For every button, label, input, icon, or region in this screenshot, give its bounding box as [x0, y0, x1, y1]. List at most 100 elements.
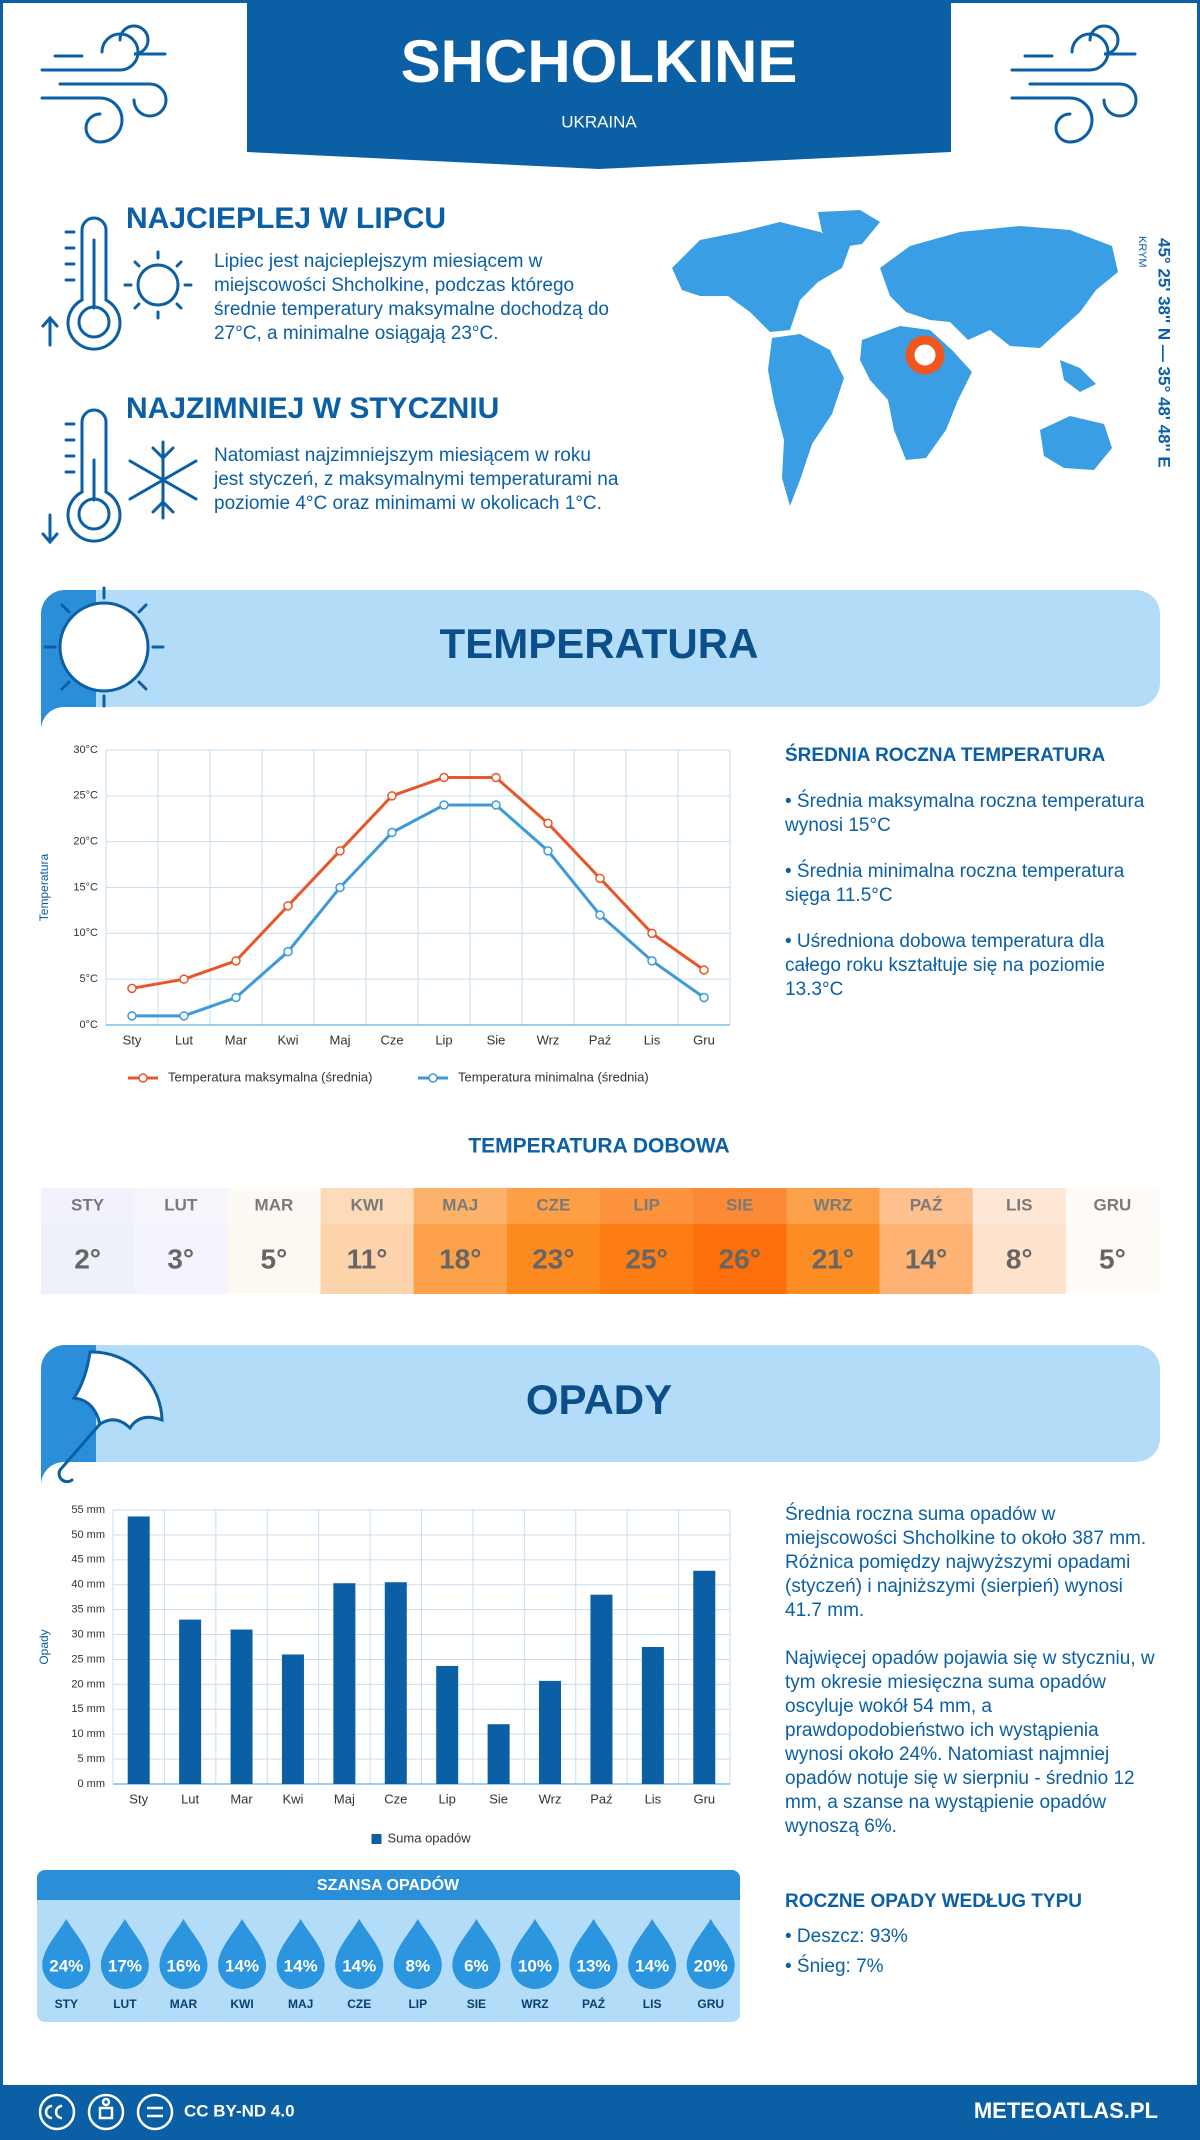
bar [333, 1583, 356, 1784]
x-tick-label: Sty [129, 1791, 148, 1806]
drop-label: 6% [464, 1956, 489, 1975]
table-month: LIS [1006, 1195, 1032, 1214]
drop [42, 1919, 91, 1989]
table-month: PAŹ [910, 1195, 943, 1214]
city-title: SHCHOLKINE [401, 28, 798, 95]
table-value-cell [41, 1224, 135, 1294]
point [387, 791, 397, 801]
table-value: 5° [1099, 1243, 1126, 1274]
header-tint [786, 1188, 880, 1224]
x-tick-label: Lut [175, 1032, 193, 1047]
table-month: CZE [536, 1195, 570, 1214]
y-tick-label: 55 mm [71, 1504, 105, 1516]
y-tick-label: 30 mm [71, 1628, 105, 1640]
table-value-cell [786, 1224, 880, 1294]
x-tick-label: Lis [644, 1032, 661, 1047]
legend-label: Temperatura maksymalna (średnia) [168, 1069, 372, 1084]
drop-label: 20% [694, 1956, 728, 1975]
bar [384, 1582, 407, 1784]
table-value: 21° [812, 1243, 854, 1274]
x-tick-label: Kwi [278, 1032, 299, 1047]
point [439, 800, 449, 810]
table-value-cell [320, 1224, 415, 1294]
x-tick-label: Gru [693, 1032, 715, 1047]
x-tick-label: Paź [589, 1032, 611, 1047]
table-header-cell [1065, 1188, 1160, 1224]
point [335, 846, 345, 856]
header-tint [693, 1188, 787, 1224]
precip-type-item: • Śnieg: 7% [785, 1956, 884, 1977]
header-tint [506, 1188, 601, 1224]
table-month: WRZ [814, 1195, 853, 1214]
hot-text: Lipiec jest najcieplejszym miesiącem w m… [214, 251, 609, 344]
table-month: KWI [351, 1195, 384, 1214]
x-tick-label: Mar [230, 1791, 253, 1806]
point [699, 992, 709, 1003]
table-title: TEMPERATURA DOBOWA [468, 1135, 729, 1158]
y-tick-label: 5 mm [78, 1753, 106, 1765]
table-value-cell [134, 1224, 228, 1294]
table-header-cell [972, 1188, 1067, 1224]
point [647, 956, 657, 966]
drop-label: 24% [49, 1956, 83, 1975]
legend-label: Suma opadów [388, 1830, 472, 1845]
point [127, 1011, 137, 1021]
x-tick-label: Mar [225, 1032, 248, 1047]
point [283, 901, 293, 911]
point [439, 772, 449, 783]
header-tint [1065, 1188, 1160, 1224]
series-line [131, 776, 705, 990]
bar [179, 1619, 202, 1784]
header-tint [227, 1188, 321, 1224]
x-tick-label: Maj [330, 1032, 351, 1047]
point [231, 956, 241, 966]
x-tick-label: Cze [380, 1032, 403, 1047]
drop-month: LUT [113, 1997, 137, 2011]
summary-item: • Średnia maksymalna roczna temperatura … [785, 791, 1145, 836]
chance-header [37, 1870, 740, 1900]
legend-marker [428, 1073, 438, 1083]
section-banner [41, 590, 1160, 707]
site: METEOATLAS.PL [974, 2098, 1158, 2123]
drop [628, 1919, 677, 1989]
chance-title: SZANSA OPADÓW [317, 1875, 460, 1894]
legend-marker [138, 1073, 148, 1083]
drop-label: 10% [518, 1956, 552, 1975]
y-axis-label: Temperatura [37, 853, 51, 921]
x-tick-label: Gru [693, 1791, 715, 1806]
point [127, 983, 137, 994]
drop [569, 1919, 618, 1989]
point [543, 846, 553, 856]
x-tick-label: Paź [590, 1791, 612, 1806]
bar [436, 1665, 459, 1784]
table-value-cell [879, 1224, 974, 1294]
thermometer-hot-icon [41, 216, 193, 351]
x-tick-label: Sty [123, 1032, 142, 1047]
y-tick-label: 10°C [73, 927, 98, 939]
table-header-cell [693, 1188, 787, 1224]
table-header-cell [41, 1188, 135, 1224]
table-value: 25° [625, 1243, 667, 1274]
cold-title: NAJZIMNIEJ W STYCZNIU [126, 392, 500, 425]
precip-type-title: ROCZNE OPADY WEDŁUG TYPU [785, 1891, 1082, 1912]
drop-month: WRZ [521, 1997, 548, 2011]
drop [335, 1919, 384, 1989]
wind-icon [1010, 24, 1138, 144]
hot-title: NAJCIEPLEJ W LIPCU [126, 202, 447, 235]
region: KRYM [1136, 236, 1148, 268]
y-tick-label: 20 mm [71, 1678, 105, 1690]
table-month: LIP [633, 1195, 659, 1214]
precip-type-item: • Deszcz: 93% [785, 1926, 908, 1947]
drop-label: 16% [166, 1956, 200, 1975]
thermometer-cold-icon [41, 408, 198, 545]
drop [452, 1919, 501, 1989]
table-value: 23° [532, 1243, 574, 1274]
country: UKRAINA [561, 112, 637, 131]
drop-month: LIP [408, 1997, 427, 2011]
y-tick-label: 50 mm [71, 1529, 105, 1541]
header-tint [413, 1188, 508, 1224]
license: CC BY-ND 4.0 [184, 2101, 295, 2120]
x-tick-label: Lip [439, 1791, 456, 1806]
